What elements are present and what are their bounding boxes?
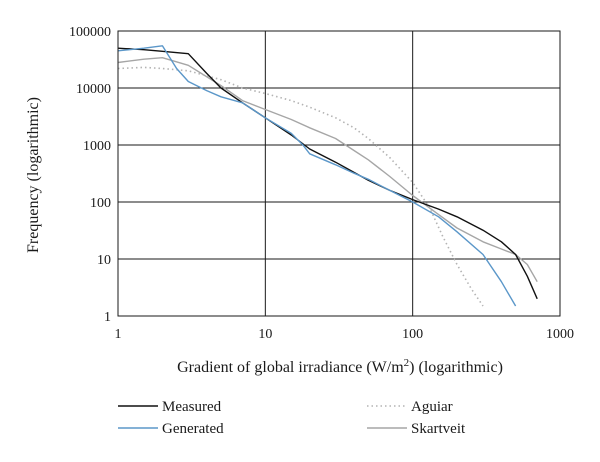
series-line-skartveit <box>117 57 538 283</box>
x-axis-label-main: Gradient of global irradiance (W/m <box>177 359 404 376</box>
y-tick-label: 100 <box>90 196 111 211</box>
x-tick-label: 100 <box>402 327 423 342</box>
y-tick-label: 100000 <box>69 25 111 40</box>
series-layer <box>117 45 538 307</box>
y-tick-label: 1 <box>104 310 111 325</box>
x-axis-label: Gradient of global irradiance (W/m2) (lo… <box>177 357 503 376</box>
legend-label-aguiar: Aguiar <box>411 399 453 415</box>
tick-labels: 1 10 100 1000 1 10 100 1000 10000 100000 <box>69 25 574 342</box>
legend-label-measured: Measured <box>162 399 222 415</box>
legend: Measured Generated Aguiar Skartveit <box>118 399 466 437</box>
plot-frame <box>117 30 561 317</box>
x-axis-label-sup: 2 <box>404 357 410 369</box>
x-tick-label: 1 <box>115 327 122 342</box>
grid-lines <box>118 31 560 316</box>
x-tick-label: 10 <box>258 327 272 342</box>
y-tick-label: 10000 <box>76 82 111 97</box>
legend-label-generated: Generated <box>162 421 224 437</box>
x-tick-label: 1000 <box>546 327 574 342</box>
y-tick-label: 10 <box>97 253 111 268</box>
series-line-measured <box>117 47 538 300</box>
y-axis-label: Frequency (logarithmic) <box>25 97 42 253</box>
x-axis-label-rest: ) (logarithmic) <box>409 359 503 376</box>
series-line-generated <box>117 45 517 307</box>
y-tick-label: 1000 <box>83 139 111 154</box>
series-line-aguiar <box>117 66 484 307</box>
legend-label-skartveit: Skartveit <box>411 421 466 437</box>
